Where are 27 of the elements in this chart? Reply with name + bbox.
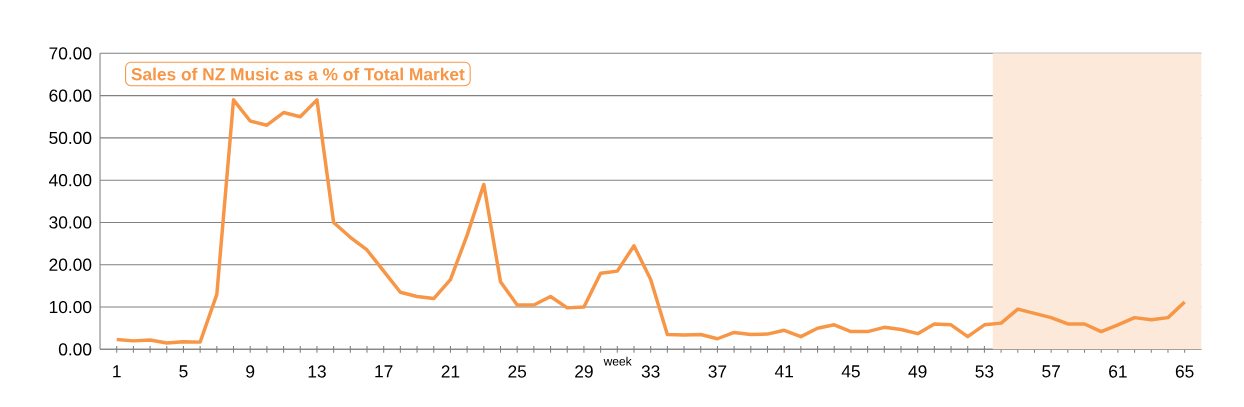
- x-tick-label: 57: [1042, 365, 1060, 378]
- x-tick-label: 9: [246, 365, 255, 378]
- y-tick-label: 30.00: [49, 216, 92, 229]
- x-tick-label: 1: [113, 365, 121, 378]
- x-tick-label: 5: [179, 365, 188, 378]
- x-tick-label: 65: [1175, 365, 1194, 378]
- x-tick-label: 41: [774, 365, 793, 378]
- x-axis-title: week: [603, 356, 632, 366]
- x-tick-label: 21: [441, 365, 460, 378]
- x-tick-label: 13: [308, 365, 326, 378]
- x-tick-label: 33: [641, 365, 660, 378]
- y-tick-label: 50.00: [49, 131, 92, 145]
- y-tick-label: 60.00: [49, 89, 92, 102]
- y-tick-label: 10.00: [49, 301, 92, 314]
- x-tick-label: 53: [975, 365, 994, 378]
- y-tick-label: 0.00: [58, 343, 92, 356]
- x-tick-label: 29: [575, 365, 593, 378]
- y-tick-label: 70.00: [49, 47, 92, 60]
- x-tick-label: 25: [508, 365, 527, 378]
- x-tick-label: 17: [375, 365, 393, 378]
- x-tick-label: 45: [841, 365, 860, 378]
- x-tick-label: 49: [908, 365, 927, 378]
- y-tick-label: 40.00: [48, 174, 92, 187]
- x-tick-label: 61: [1109, 365, 1127, 378]
- text: Sales of NZ Music as a % of Total Market: [131, 67, 465, 81]
- y-tick-label: 20.00: [49, 258, 92, 272]
- x-tick-label: 37: [708, 365, 727, 378]
